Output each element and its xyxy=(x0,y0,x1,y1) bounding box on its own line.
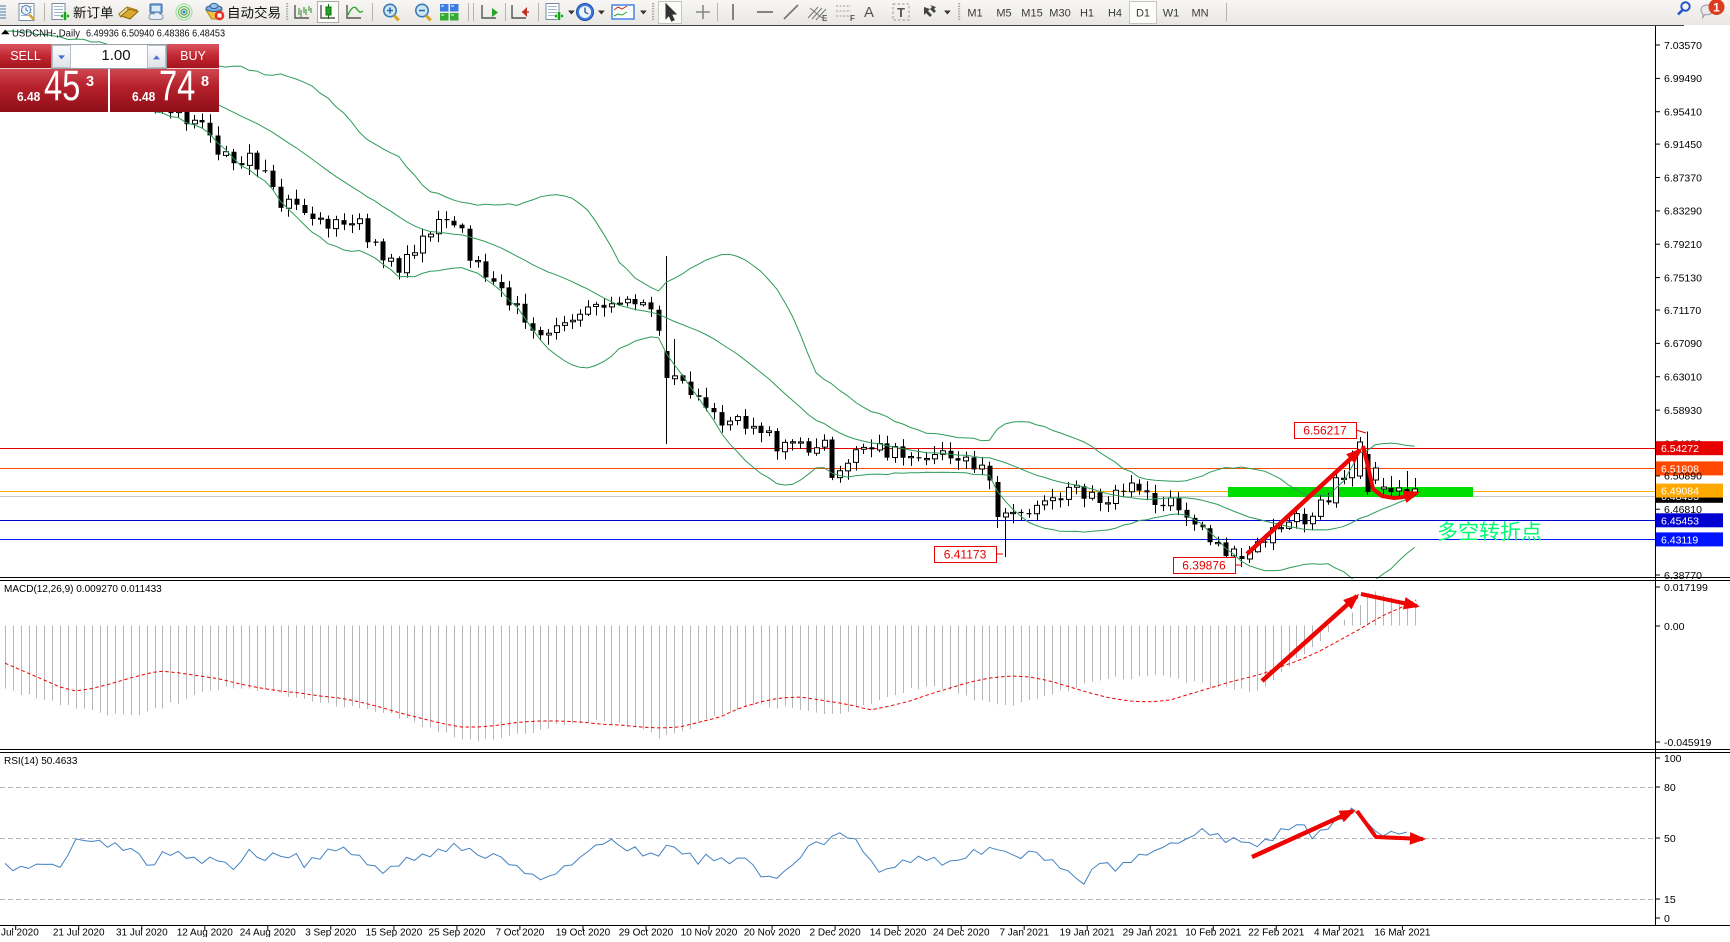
svg-text:0.017199: 0.017199 xyxy=(1664,582,1708,594)
svg-text:0.00: 0.00 xyxy=(1664,621,1685,633)
svg-text:21 Jul 2020: 21 Jul 2020 xyxy=(53,928,105,938)
svg-text:USDCNH-,Daily: USDCNH-,Daily xyxy=(12,28,81,40)
svg-text:6.54272: 6.54272 xyxy=(1661,443,1699,455)
svg-text:M1: M1 xyxy=(967,8,982,20)
svg-text:6.39876: 6.39876 xyxy=(1182,559,1226,573)
svg-text:6.56217: 6.56217 xyxy=(1303,424,1347,438)
svg-text:15: 15 xyxy=(1664,894,1676,906)
svg-text:MN: MN xyxy=(1191,8,1208,20)
svg-text:6.75130: 6.75130 xyxy=(1664,272,1702,284)
svg-text:31 Jul 2020: 31 Jul 2020 xyxy=(116,928,168,938)
svg-text:6.41173: 6.41173 xyxy=(944,548,987,562)
svg-text:6.71170: 6.71170 xyxy=(1664,305,1701,317)
svg-text:6.43119: 6.43119 xyxy=(1661,534,1698,546)
svg-text:24 Dec 2020: 24 Dec 2020 xyxy=(933,928,990,938)
svg-text:6.95410: 6.95410 xyxy=(1664,107,1702,119)
svg-text:6.63010: 6.63010 xyxy=(1664,372,1702,384)
svg-text:6.58930: 6.58930 xyxy=(1664,405,1702,417)
svg-text:M30: M30 xyxy=(1049,8,1070,20)
svg-text:6.79210: 6.79210 xyxy=(1664,239,1702,251)
svg-text:100: 100 xyxy=(1664,753,1682,765)
svg-text:6.87370: 6.87370 xyxy=(1664,172,1702,184)
svg-text:0: 0 xyxy=(1664,913,1670,925)
svg-text:MACD(12,26,9) 0.009270 0.01143: MACD(12,26,9) 0.009270 0.011433 xyxy=(4,584,162,595)
svg-text:10 Nov 2020: 10 Nov 2020 xyxy=(681,928,738,938)
svg-text:6.46810: 6.46810 xyxy=(1664,504,1702,516)
svg-text:80: 80 xyxy=(1664,782,1676,794)
svg-text:19 Oct 2020: 19 Oct 2020 xyxy=(556,928,611,938)
svg-text:14 Dec 2020: 14 Dec 2020 xyxy=(870,928,927,938)
svg-text:6.49936 6.50940 6.48386 6.4845: 6.49936 6.50940 6.48386 6.48453 xyxy=(86,28,225,40)
svg-text:7 Oct 2020: 7 Oct 2020 xyxy=(495,928,544,938)
svg-text:A: A xyxy=(864,4,874,21)
svg-text:29 Jan 2021: 29 Jan 2021 xyxy=(1123,928,1178,938)
svg-text:22 Feb 2021: 22 Feb 2021 xyxy=(1248,928,1305,938)
svg-text:7.03570: 7.03570 xyxy=(1664,40,1702,52)
svg-text:6.38770: 6.38770 xyxy=(1664,570,1702,582)
svg-text:2 Dec 2020: 2 Dec 2020 xyxy=(810,928,862,938)
svg-text:6.50890: 6.50890 xyxy=(1664,471,1702,483)
svg-text:E: E xyxy=(822,14,828,23)
svg-text:M5: M5 xyxy=(996,8,1011,20)
svg-text:W1: W1 xyxy=(1163,8,1180,20)
svg-text:16 Mar 2021: 16 Mar 2021 xyxy=(1374,928,1431,938)
svg-text:12 Aug 2020: 12 Aug 2020 xyxy=(177,928,234,938)
svg-text:7 Jan 2021: 7 Jan 2021 xyxy=(999,928,1049,938)
svg-text:M15: M15 xyxy=(1021,8,1042,20)
svg-text:29 Oct 2020: 29 Oct 2020 xyxy=(619,928,674,938)
svg-text:-0.045919: -0.045919 xyxy=(1664,737,1711,749)
svg-text:24 Aug 2020: 24 Aug 2020 xyxy=(240,928,297,938)
svg-text:9 Jul 2020: 9 Jul 2020 xyxy=(0,928,39,938)
svg-text:6.91450: 6.91450 xyxy=(1664,139,1702,151)
svg-text:6.67090: 6.67090 xyxy=(1664,338,1702,350)
svg-text:19 Jan 2021: 19 Jan 2021 xyxy=(1060,928,1115,938)
svg-text:RSI(14) 50.4633: RSI(14) 50.4633 xyxy=(4,756,78,767)
svg-text:6.83290: 6.83290 xyxy=(1664,206,1702,218)
svg-text:T: T xyxy=(897,5,905,20)
svg-text:H1: H1 xyxy=(1080,8,1094,20)
svg-text:10 Feb 2021: 10 Feb 2021 xyxy=(1185,928,1242,938)
svg-text:F: F xyxy=(850,14,855,23)
svg-text:D1: D1 xyxy=(1136,8,1150,20)
svg-text:1: 1 xyxy=(1713,1,1720,15)
svg-text:4 Mar 2021: 4 Mar 2021 xyxy=(1314,928,1365,938)
svg-text:6.51808: 6.51808 xyxy=(1661,463,1699,475)
svg-text:6.45453: 6.45453 xyxy=(1661,515,1699,527)
svg-text:20 Nov 2020: 20 Nov 2020 xyxy=(744,928,801,938)
svg-text:6.99490: 6.99490 xyxy=(1664,73,1702,85)
svg-text:15 Sep 2020: 15 Sep 2020 xyxy=(366,928,423,938)
svg-text:3 Sep 2020: 3 Sep 2020 xyxy=(305,928,357,938)
svg-text:H4: H4 xyxy=(1108,8,1122,20)
svg-text:50: 50 xyxy=(1664,833,1676,845)
svg-text:6.49084: 6.49084 xyxy=(1661,486,1699,498)
svg-text:25 Sep 2020: 25 Sep 2020 xyxy=(429,928,486,938)
